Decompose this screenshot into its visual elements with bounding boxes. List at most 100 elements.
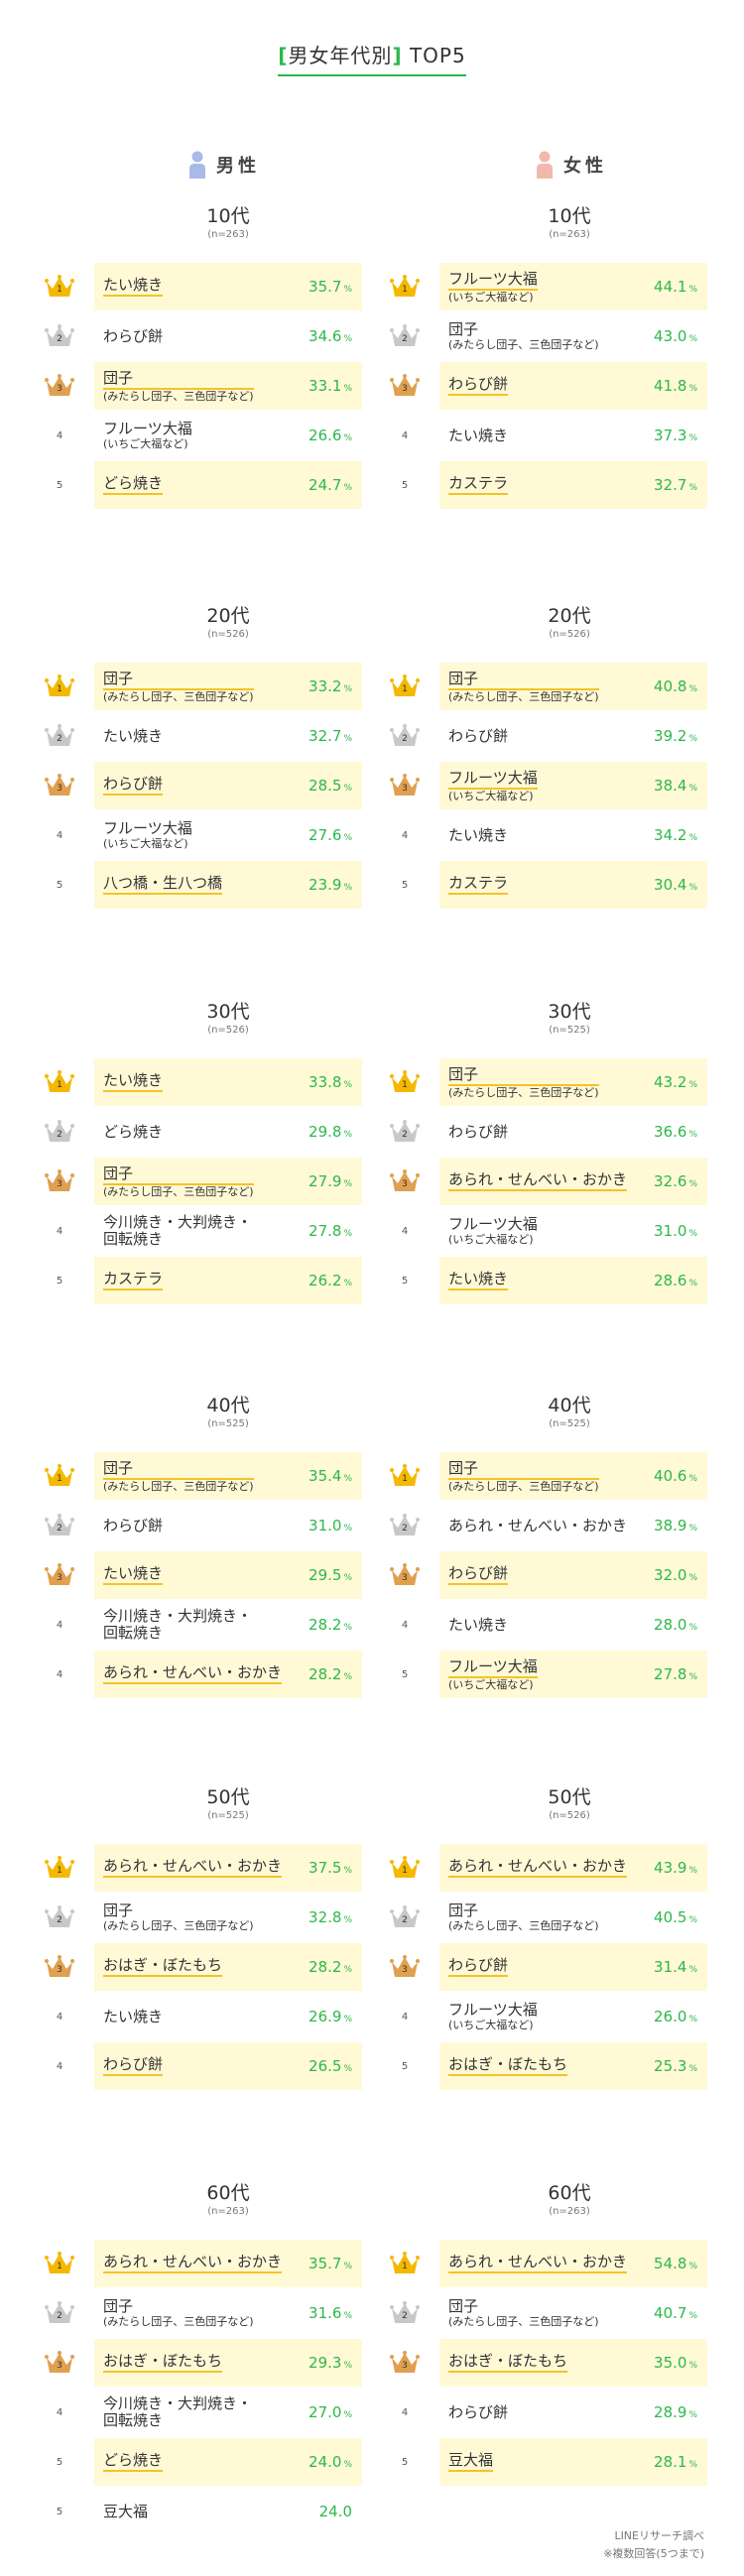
ranking-row: わらび餅 39.2% xyxy=(439,712,707,760)
value-unit: % xyxy=(343,483,352,493)
item-name: わらび餅 xyxy=(103,2056,164,2076)
item-subtitle: (みたらし団子、三色団子など) xyxy=(448,2315,599,2328)
item-label: わらび餅 xyxy=(448,1123,508,1141)
item-value: 26.2% xyxy=(309,1272,352,1289)
crown-icon xyxy=(45,374,74,396)
item-label: おはぎ・ぼたもち xyxy=(448,2056,568,2076)
item-subtitle: (いちご大福など) xyxy=(448,1233,534,1246)
item-label: 今川焼き・大判焼き・ 回転焼き xyxy=(103,1608,252,1642)
female-label: 女性 xyxy=(563,156,607,177)
value-unit: % xyxy=(688,1965,697,1975)
rank-marker: 5 xyxy=(385,861,425,909)
value-number: 26.2 xyxy=(309,1272,342,1289)
value-number: 35.4 xyxy=(309,1467,342,1485)
ranking-row: おはぎ・ぼたもち 29.3% xyxy=(94,2339,362,2387)
item-subtitle: (いちご大福など) xyxy=(448,2019,534,2031)
rank-marker: 4 xyxy=(40,811,79,859)
crown-icon xyxy=(390,1514,420,1535)
sample-size: (n=526) xyxy=(207,629,249,640)
crown-icon xyxy=(45,1905,74,1927)
item-subtitle: (みたらし団子、三色団子など) xyxy=(103,689,254,703)
rank-marker: 2 xyxy=(385,1502,425,1549)
value-number: 39.2 xyxy=(654,727,687,745)
value-unit: % xyxy=(688,2262,697,2271)
rank-number: 2 xyxy=(402,2311,408,2321)
age-label: 20代 xyxy=(206,605,250,627)
item-name: たい焼き xyxy=(448,1271,509,1290)
value-unit: % xyxy=(688,734,697,744)
item-name: たい焼き xyxy=(103,2007,164,2025)
crown-icon xyxy=(390,374,420,396)
ranking-row: どら焼き 29.8% xyxy=(94,1108,362,1156)
value-number: 28.2 xyxy=(309,1958,342,1976)
item-label: わらび餅 xyxy=(103,2056,164,2076)
rank-marker: 5 xyxy=(385,461,425,509)
value-unit: % xyxy=(343,1279,352,1288)
item-label: たい焼き xyxy=(103,1072,164,1092)
age-section: 10代 (n=263) 1 たい焼き 35.7% 2 わらび餅 34.6% 3 団子 (みたらし団子… xyxy=(0,193,744,580)
rank-number: 2 xyxy=(402,334,408,344)
value-unit: % xyxy=(343,684,352,694)
rank-marker: 2 xyxy=(40,1502,79,1549)
item-value: 33.1% xyxy=(309,377,352,395)
ranking-row: たい焼き 28.6% xyxy=(439,1257,707,1304)
item-value: 24.0% xyxy=(309,2453,352,2471)
item-subtitle: (みたらし団子、三色団子など) xyxy=(103,1479,254,1493)
item-value: 24.0 xyxy=(319,2503,352,2520)
item-value: 26.5% xyxy=(309,2057,352,2075)
item-value: 28.2% xyxy=(309,1665,352,1683)
rank-number: 5 xyxy=(401,479,409,491)
title-bracket-close: ] xyxy=(392,44,403,67)
ranking-row: 団子 (みたらし団子、三色団子など) 40.7% xyxy=(439,2289,707,2337)
item-value: 28.2% xyxy=(309,1616,352,1634)
rank-marker: 4 xyxy=(385,2389,425,2436)
value-number: 35.7 xyxy=(309,2255,342,2272)
ranking-row: おはぎ・ぼたもち 28.2% xyxy=(94,1943,362,1991)
value-unit: % xyxy=(688,1915,697,1925)
value-unit: % xyxy=(688,384,697,394)
item-subtitle: 回転焼き xyxy=(103,1230,164,1248)
item-name: フルーツ大福 xyxy=(448,1657,538,1678)
item-label: 団子 (みたらし団子、三色団子など) xyxy=(103,1459,254,1493)
item-name: 団子 xyxy=(448,1901,479,1919)
crown-icon xyxy=(390,2301,420,2323)
item-value: 38.4% xyxy=(654,777,697,795)
rank-number: 3 xyxy=(57,2361,62,2371)
rank-marker: 1 xyxy=(40,1452,79,1500)
rank-number: 1 xyxy=(57,1474,62,1484)
rank-marker: 2 xyxy=(385,712,425,760)
item-label: どら焼き xyxy=(103,475,164,495)
rank-marker: 5 xyxy=(40,2438,79,2486)
rank-number: 4 xyxy=(401,1225,409,1237)
rank-marker: 3 xyxy=(385,1158,425,1205)
item-subtitle: (みたらし団子、三色団子など) xyxy=(448,1479,599,1493)
item-label: 八つ橋・生八つ橋 xyxy=(103,875,223,895)
value-number: 28.5 xyxy=(309,777,342,795)
page-title-wrap: [男女年代別] TOP5 xyxy=(0,40,744,76)
age-section: 30代 (n=526) 1 たい焼き 33.8% 2 どら焼き 29.8% 3 団子 (みたらし団子… xyxy=(0,989,744,1376)
value-unit: % xyxy=(343,1965,352,1975)
rank-number: 5 xyxy=(401,2456,409,2468)
ranking-row: たい焼き 32.7% xyxy=(94,712,362,760)
crown-icon xyxy=(45,675,74,696)
value-unit: % xyxy=(343,334,352,344)
rank-marker: 3 xyxy=(40,1158,79,1205)
value-number: 32.0 xyxy=(654,1566,687,1584)
ranking-row: たい焼き 33.8% xyxy=(94,1058,362,1106)
value-unit: % xyxy=(688,833,697,843)
item-name: わらび餅 xyxy=(448,1957,509,1977)
ranking-row: カステラ 26.2% xyxy=(94,1257,362,1304)
crown-icon xyxy=(390,1905,420,1927)
item-subtitle: 回転焼き xyxy=(103,2411,164,2429)
value-unit: % xyxy=(688,1474,697,1484)
sample-size: (n=525) xyxy=(207,1810,249,1821)
age-section: 50代 (n=525) 1 あられ・せんべい・おかき 37.5% 2 団子 (みたらし団子、三… xyxy=(0,1775,744,2161)
rank-marker: 4 xyxy=(385,1993,425,2040)
item-subtitle: (いちご大福など) xyxy=(448,290,534,304)
item-name: フルーツ大福 xyxy=(103,819,192,837)
rank-marker: 3 xyxy=(385,1551,425,1599)
item-value: 31.6% xyxy=(309,2304,352,2322)
age-section: 60代 (n=263) 1 あられ・せんべい・おかき 35.7% 2 団子 (みたらし団子、三… xyxy=(0,2170,744,2557)
item-name: おはぎ・ぼたもち xyxy=(103,1957,223,1977)
value-number: 37.3 xyxy=(654,427,687,444)
